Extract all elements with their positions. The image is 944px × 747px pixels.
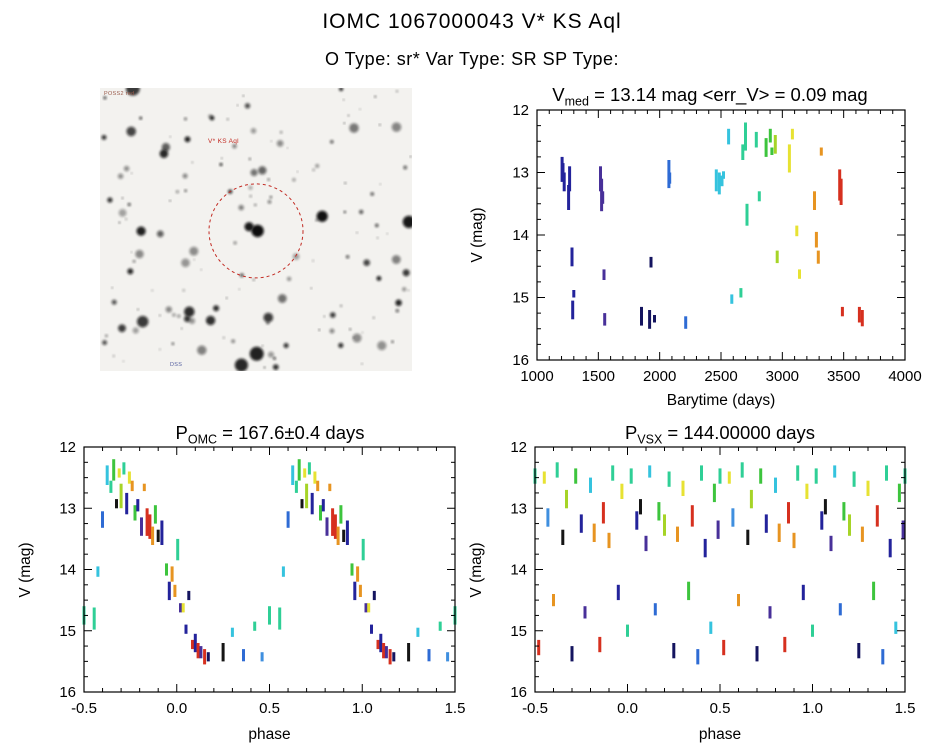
fold-vsx-title: PVSX = 144.00000 days (490, 422, 944, 447)
svg-text:-0.5: -0.5 (71, 700, 97, 717)
svg-text:16: 16 (512, 352, 529, 369)
svg-text:0.5: 0.5 (710, 700, 731, 717)
svg-text:1.5: 1.5 (895, 700, 916, 717)
fold-vsx-title-prefix: P (624, 422, 638, 443)
fold-vsx-title-rest: = 144.00000 days (662, 422, 816, 443)
svg-text:16: 16 (59, 684, 76, 701)
svg-text:0.5: 0.5 (259, 700, 280, 717)
svg-text:15: 15 (510, 623, 527, 640)
fold-vsx-title-sub: VSX (637, 432, 663, 447)
svg-text:3000: 3000 (766, 368, 799, 385)
finder-corner-label: POSS2 red (104, 91, 135, 97)
svg-text:1.0: 1.0 (352, 700, 373, 717)
svg-text:14: 14 (510, 562, 527, 579)
svg-text:1.5: 1.5 (445, 700, 466, 717)
svg-text:13: 13 (59, 500, 76, 517)
lightcurve-title-rest: = 13.14 mag <err_V> = 0.09 mag (588, 84, 868, 105)
svg-text:15: 15 (512, 290, 529, 307)
svg-text:1.0: 1.0 (802, 700, 823, 717)
svg-text:13: 13 (510, 500, 527, 517)
fold-omc-title: POMC = 167.6±0.4 days (40, 422, 500, 447)
fold-omc-title-rest: = 167.6±0.4 days (217, 422, 365, 443)
lightcurve-ylabel: V (mag) (469, 207, 486, 263)
page-title: IOMC 1067000043 V* KS Aql (322, 10, 622, 33)
svg-text:2500: 2500 (704, 368, 737, 385)
svg-text:0.0: 0.0 (166, 700, 187, 717)
fold-omc-title-sub: OMC (187, 432, 218, 447)
svg-text:15: 15 (59, 623, 76, 640)
svg-text:0.0: 0.0 (617, 700, 638, 717)
svg-text:3500: 3500 (827, 368, 860, 385)
svg-text:-0.5: -0.5 (522, 700, 548, 717)
page-subtitle: O Type: sr* Var Type: SR SP Type: (325, 49, 619, 69)
star-field-image (101, 88, 412, 371)
lightcurve-title-prefix: V (552, 84, 565, 105)
fold-vsx-xlabel: phase (698, 726, 742, 743)
finder-credit-label: DSS (170, 362, 183, 368)
svg-text:1500: 1500 (582, 368, 615, 385)
svg-text:13: 13 (512, 165, 529, 182)
fold-omc-ylabel: V (mag) (17, 542, 34, 598)
lightcurve-xlabel: Barytime (days) (666, 392, 776, 409)
svg-text:16: 16 (510, 684, 527, 701)
lightcurve-title-sub: med (564, 94, 589, 109)
svg-text:4000: 4000 (888, 368, 921, 385)
svg-text:14: 14 (512, 227, 529, 244)
finder-chart: POSS2 red DSS V* KS Aql (100, 88, 412, 371)
svg-text:2000: 2000 (643, 368, 676, 385)
svg-text:14: 14 (59, 562, 76, 579)
fold-omc-xlabel: phase (248, 726, 291, 743)
lightcurve-title: Vmed = 13.14 mag <err_V> = 0.09 mag (480, 84, 940, 109)
finder-target-label: V* KS Aql (208, 138, 239, 145)
fold-vsx-ylabel: V (mag) (468, 542, 485, 598)
fold-omc-title-prefix: P (175, 422, 188, 443)
svg-text:1000: 1000 (520, 368, 553, 385)
